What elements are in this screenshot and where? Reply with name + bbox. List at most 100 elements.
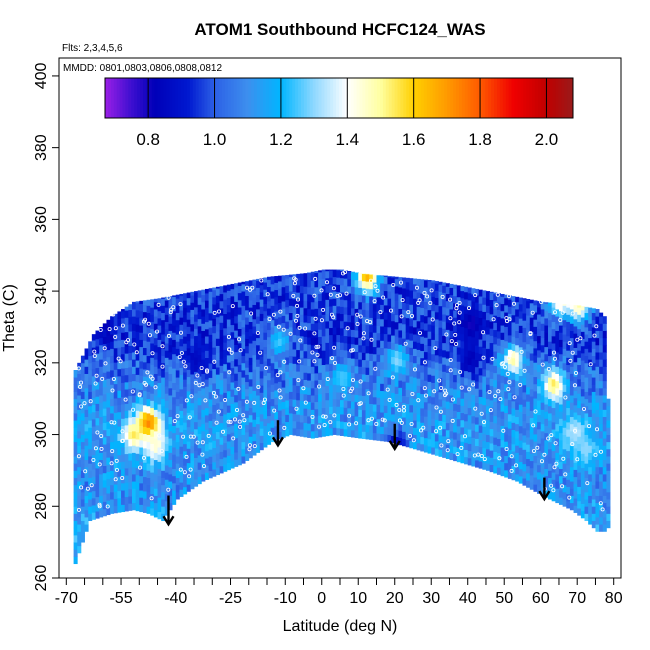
heatmap-cell [186, 340, 191, 349]
heatmap-cell [566, 314, 571, 322]
heatmap-cell [493, 430, 498, 438]
colorbar-segment [201, 78, 205, 118]
heatmap-cell [230, 339, 235, 347]
heatmap-cell [515, 301, 520, 310]
heatmap-cell [237, 443, 242, 451]
sample-point [449, 339, 454, 344]
heatmap-cell [584, 513, 589, 522]
heatmap-cell [518, 411, 523, 420]
heatmap-cell [153, 380, 158, 389]
heatmap-cell [106, 450, 111, 458]
heatmap-cell [281, 329, 286, 338]
heatmap-cell [438, 291, 443, 300]
heatmap-cell [336, 356, 341, 364]
heatmap-cell [496, 402, 501, 411]
heatmap-cell [485, 362, 491, 371]
heatmap-cell [241, 398, 246, 407]
heatmap-cell [263, 310, 268, 319]
heatmap-cell [117, 505, 122, 513]
heatmap-cell [321, 371, 326, 380]
heatmap-cell [544, 461, 549, 470]
heatmap-cell [164, 343, 169, 351]
sample-point [466, 306, 471, 311]
heatmap-cell [172, 454, 177, 462]
heatmap-cell [562, 348, 567, 357]
heatmap-cell [518, 332, 523, 341]
colorbar-tick-label: 1.6 [402, 130, 426, 149]
heatmap-cell [204, 328, 210, 337]
x-tick-label: 50 [495, 590, 513, 607]
heatmap-cell [464, 342, 469, 350]
heatmap-cell [369, 331, 374, 340]
heatmap-cell [350, 429, 355, 438]
heatmap-cell [131, 409, 137, 418]
heatmap-cell [412, 434, 418, 443]
heatmap-cell [588, 438, 593, 446]
heatmap-cell [219, 386, 224, 395]
heatmap-cell [102, 501, 107, 510]
heatmap-cell [281, 351, 286, 359]
heatmap-cell [131, 395, 137, 403]
heatmap-cell [475, 352, 480, 360]
heatmap-cell [420, 293, 425, 301]
sample-point [493, 393, 498, 398]
heatmap-cell [281, 415, 286, 424]
heatmap-cell [365, 338, 370, 347]
heatmap-cell [201, 430, 206, 439]
heatmap-cell [186, 477, 191, 485]
heatmap-cell [402, 366, 407, 375]
heatmap-cell [354, 330, 359, 338]
heatmap-cell [230, 346, 235, 354]
heatmap-cell [387, 291, 392, 299]
heatmap-cell [215, 367, 220, 375]
heatmap-cell [80, 384, 85, 392]
heatmap-cell [464, 392, 469, 400]
heatmap-cell [529, 388, 534, 397]
heatmap-cell [504, 412, 509, 421]
heatmap-cell [584, 413, 589, 421]
heatmap-cell [453, 324, 458, 333]
heatmap-cell [522, 363, 527, 371]
heatmap-cell [161, 312, 166, 321]
colorbar-segment [491, 78, 495, 118]
heatmap-cell [139, 447, 144, 455]
heatmap-cell [248, 450, 253, 459]
heatmap-cell [456, 325, 461, 334]
heatmap-cell [226, 383, 231, 392]
heatmap-cell [361, 431, 366, 439]
colorbar-segment [163, 78, 167, 118]
heatmap-cell [584, 420, 589, 428]
heatmap-cell [445, 336, 450, 345]
heatmap-cell [157, 346, 162, 355]
heatmap-cell [175, 470, 180, 478]
heatmap-cell [350, 308, 355, 316]
heatmap-cell [558, 461, 564, 470]
heatmap-cell [226, 362, 231, 370]
heatmap-cell [146, 506, 151, 514]
heatmap-cell [110, 484, 115, 493]
heatmap-cell [380, 297, 385, 305]
heatmap-cell [496, 417, 501, 425]
heatmap-cell [80, 370, 85, 378]
heatmap-cell [288, 334, 293, 342]
heatmap-cell [237, 299, 242, 308]
heatmap-cell [131, 416, 137, 425]
heatmap-cell [139, 318, 144, 326]
heatmap-cell [423, 401, 428, 410]
heatmap-cell [277, 281, 283, 289]
heatmap-cell [102, 465, 107, 474]
heatmap-cell [493, 372, 498, 381]
heatmap-cell [434, 319, 439, 327]
sample-point [312, 331, 317, 336]
heatmap-cell [580, 424, 585, 433]
heatmap-cell [73, 484, 78, 493]
heatmap-cell [434, 390, 439, 399]
heatmap-cell [110, 326, 115, 335]
heatmap-cell [314, 279, 319, 288]
heatmap-cell [427, 309, 432, 318]
heatmap-cell [467, 422, 472, 430]
sample-points [76, 270, 605, 512]
heatmap-cell [332, 291, 337, 299]
heatmap-cell [157, 497, 162, 505]
heatmap-cell [248, 443, 253, 452]
